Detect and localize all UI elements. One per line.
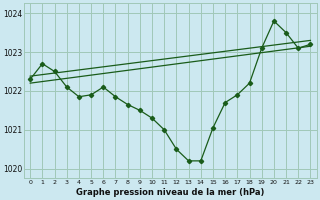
X-axis label: Graphe pression niveau de la mer (hPa): Graphe pression niveau de la mer (hPa) bbox=[76, 188, 265, 197]
